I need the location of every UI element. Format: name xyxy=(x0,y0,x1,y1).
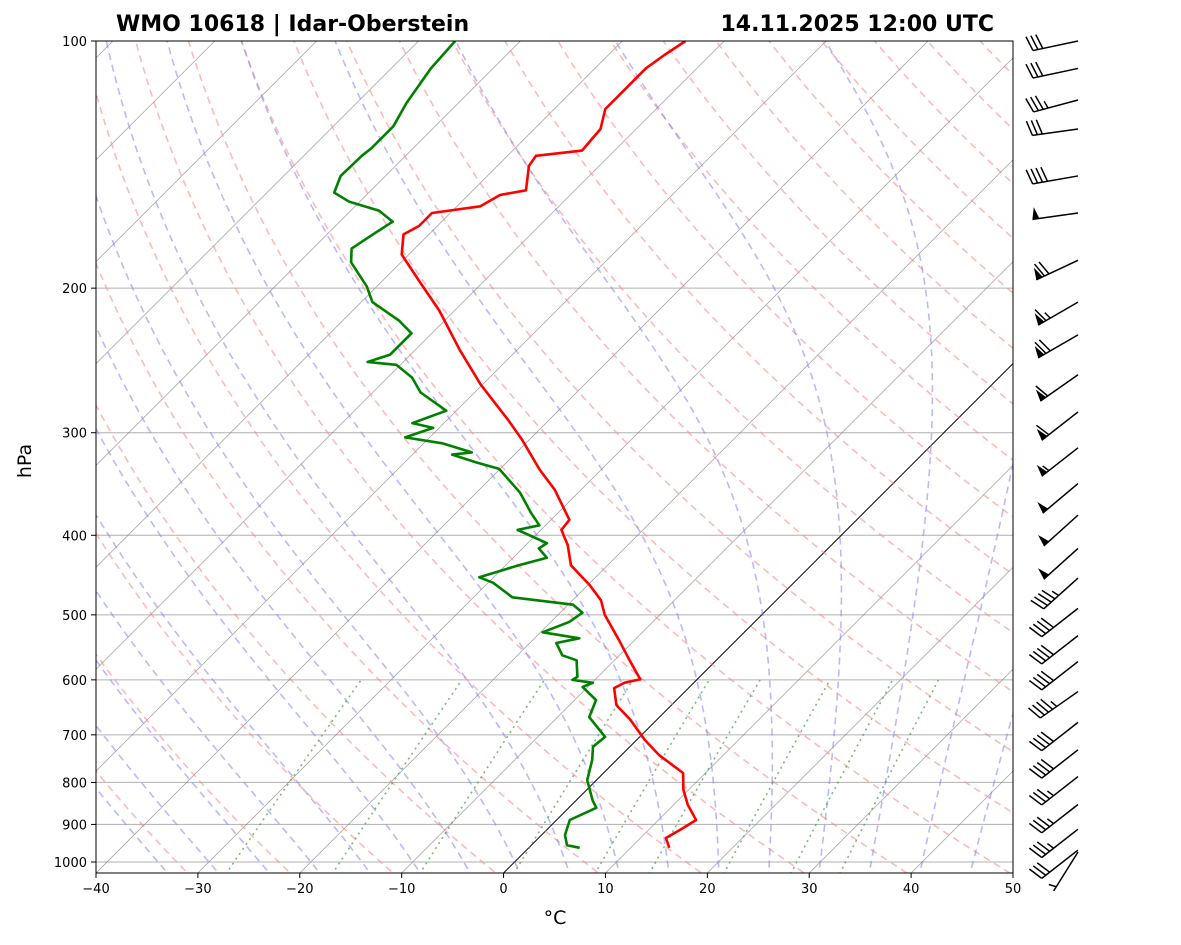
y-tick-label: 700 xyxy=(62,729,87,744)
y-tick-label: 400 xyxy=(62,529,87,544)
x-tick-label: 30 xyxy=(801,882,818,897)
y-tick-label: 600 xyxy=(62,674,87,689)
y-tick-label: 1000 xyxy=(54,856,87,871)
y-tick-label: 500 xyxy=(62,609,87,624)
x-tick-label: 20 xyxy=(699,882,716,897)
x-tick-label: −40 xyxy=(82,882,109,897)
x-tick-label: −10 xyxy=(388,882,415,897)
y-tick-label: 800 xyxy=(62,776,87,791)
x-tick-label: −20 xyxy=(286,882,313,897)
y-tick-label: 900 xyxy=(62,818,87,833)
y-tick-label: 300 xyxy=(62,427,87,442)
x-tick-label: 0 xyxy=(499,882,507,897)
x-tick-label: 10 xyxy=(597,882,614,897)
x-tick-label: 50 xyxy=(1005,882,1022,897)
x-tick-label: −30 xyxy=(184,882,211,897)
x-tick-label: 40 xyxy=(903,882,920,897)
y-axis-label: hPa xyxy=(14,444,36,478)
chart-title-time: 14.11.2025 12:00 UTC xyxy=(720,12,994,37)
chart-title-station: WMO 10618 | Idar-Oberstein xyxy=(116,12,469,37)
y-tick-label: 100 xyxy=(62,35,87,50)
x-axis-label: °C xyxy=(544,907,567,929)
y-tick-label: 200 xyxy=(62,282,87,297)
